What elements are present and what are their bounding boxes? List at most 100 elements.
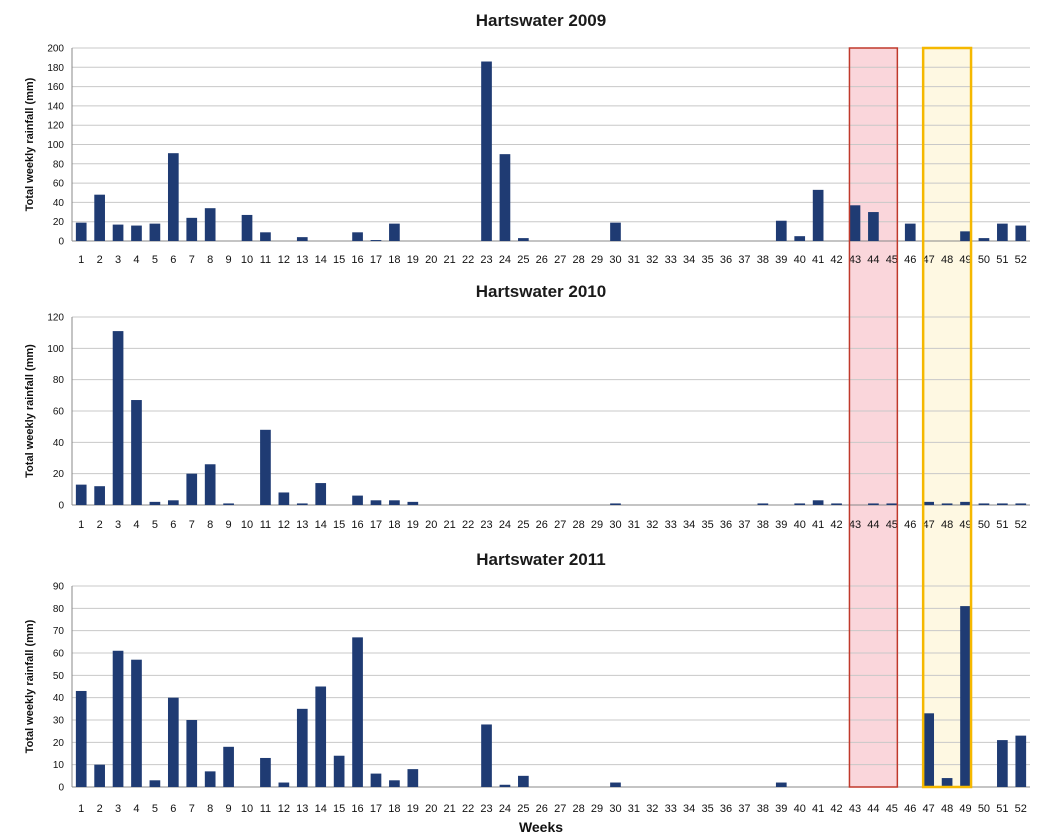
x-tick-label: 17 bbox=[370, 803, 382, 815]
x-tick-label: 27 bbox=[554, 803, 566, 815]
x-tick-label: 3 bbox=[115, 254, 121, 266]
bar-week-30 bbox=[610, 503, 621, 505]
bar-week-11 bbox=[260, 757, 271, 787]
chart-title: Hartswater 2010 bbox=[476, 282, 606, 301]
bar-week-24 bbox=[499, 154, 511, 241]
bar-week-8 bbox=[204, 208, 216, 241]
y-tick-label: 160 bbox=[47, 82, 64, 93]
y-axis-label: Total weekly rainfall (mm) bbox=[24, 619, 36, 753]
bar-week-8 bbox=[204, 464, 216, 505]
bar-week-43 bbox=[849, 205, 861, 241]
bar-week-1 bbox=[75, 222, 87, 241]
bar-week-5 bbox=[149, 501, 161, 505]
bar-week-2 bbox=[94, 486, 105, 505]
x-tick-label: 46 bbox=[904, 519, 916, 531]
bar-week-24 bbox=[499, 784, 511, 787]
bar-week-15 bbox=[333, 755, 345, 787]
x-tick-label: 52 bbox=[1015, 803, 1027, 815]
y-tick-label: 90 bbox=[53, 582, 65, 593]
x-tick-label: 25 bbox=[517, 803, 529, 815]
bar-week-18 bbox=[389, 780, 400, 787]
x-tick-label: 5 bbox=[152, 254, 158, 266]
x-tick-label: 8 bbox=[207, 519, 213, 531]
x-tick-label: 5 bbox=[152, 519, 158, 531]
x-tick-label: 36 bbox=[720, 803, 732, 815]
x-tick-label: 19 bbox=[407, 803, 419, 815]
x-tick-label: 41 bbox=[812, 254, 824, 266]
bar-week-52 bbox=[1015, 503, 1027, 505]
x-tick-label: 9 bbox=[226, 519, 232, 531]
y-tick-label: 140 bbox=[47, 101, 64, 112]
x-tick-label: 15 bbox=[333, 803, 345, 815]
bar-week-52 bbox=[1015, 225, 1027, 241]
bar-week-23 bbox=[481, 61, 492, 242]
x-tick-label: 29 bbox=[591, 254, 603, 266]
x-tick-label: 32 bbox=[646, 254, 658, 266]
chart-panel-3: Hartswater 2011 0 10 20 30 40 50 60 70 80 90 Total … bbox=[24, 550, 1030, 815]
x-tick-label: 43 bbox=[849, 519, 861, 531]
x-tick-label: 33 bbox=[665, 803, 677, 815]
bar-week-5 bbox=[149, 223, 161, 241]
x-tick-label: 13 bbox=[296, 519, 308, 531]
x-tick-label: 13 bbox=[296, 254, 308, 266]
x-tick-label: 6 bbox=[170, 519, 176, 531]
x-tick-label: 31 bbox=[628, 254, 640, 266]
x-tick-label: 31 bbox=[628, 519, 640, 531]
bar-week-30 bbox=[610, 222, 621, 241]
x-tick-label: 28 bbox=[573, 254, 585, 266]
x-tick-label: 22 bbox=[462, 254, 474, 266]
bar-week-10 bbox=[241, 214, 253, 241]
x-tick-label: 42 bbox=[830, 519, 842, 531]
bar-week-3 bbox=[112, 650, 124, 787]
y-tick-label: 60 bbox=[53, 649, 65, 660]
bar-week-40 bbox=[794, 503, 806, 505]
x-tick-label: 2 bbox=[97, 519, 103, 531]
x-tick-label: 20 bbox=[425, 519, 437, 531]
bar-week-1 bbox=[75, 690, 87, 787]
x-tick-label: 20 bbox=[425, 254, 437, 266]
bar-week-7 bbox=[186, 217, 198, 241]
x-tick-label: 7 bbox=[189, 254, 195, 266]
x-tick-label: 17 bbox=[370, 254, 382, 266]
x-tick-label: 23 bbox=[480, 803, 492, 815]
x-tick-label: 16 bbox=[351, 803, 363, 815]
x-tick-label: 50 bbox=[978, 803, 990, 815]
x-tick-label: 6 bbox=[170, 254, 176, 266]
bar-week-3 bbox=[112, 331, 124, 505]
x-tick-label: 19 bbox=[407, 254, 419, 266]
bar-week-16 bbox=[352, 637, 363, 787]
x-tick-label: 38 bbox=[757, 519, 769, 531]
x-tick-label: 16 bbox=[351, 254, 363, 266]
x-tick-label: 1 bbox=[78, 254, 84, 266]
y-tick-label: 200 bbox=[47, 44, 64, 55]
x-tick-label: 30 bbox=[609, 254, 621, 266]
y-tick-label: 40 bbox=[53, 693, 65, 704]
y-tick-label: 180 bbox=[47, 63, 64, 74]
bar-week-6 bbox=[167, 697, 179, 787]
x-tick-label: 31 bbox=[628, 803, 640, 815]
x-tick-label: 28 bbox=[573, 519, 585, 531]
bar-week-7 bbox=[186, 473, 198, 505]
x-tick-label: 28 bbox=[573, 803, 585, 815]
bar-week-12 bbox=[278, 782, 290, 787]
bar-week-41 bbox=[812, 500, 824, 505]
x-tick-label: 35 bbox=[701, 254, 713, 266]
x-tick-label: 26 bbox=[536, 803, 548, 815]
x-tick-label: 39 bbox=[775, 254, 787, 266]
bar-week-49 bbox=[960, 231, 971, 241]
bar-week-7 bbox=[186, 720, 198, 787]
x-tick-label: 32 bbox=[646, 803, 658, 815]
x-tick-label: 18 bbox=[388, 254, 400, 266]
x-tick-label: 27 bbox=[554, 519, 566, 531]
x-tick-label: 14 bbox=[315, 519, 327, 531]
x-tick-label: 8 bbox=[207, 803, 213, 815]
x-tick-label: 4 bbox=[133, 254, 139, 266]
bar-week-4 bbox=[131, 225, 142, 241]
bar-week-44 bbox=[868, 503, 879, 505]
bar-week-45 bbox=[886, 503, 898, 505]
x-tick-label: 13 bbox=[296, 803, 308, 815]
x-tick-label: 26 bbox=[536, 519, 548, 531]
bar-week-6 bbox=[167, 153, 179, 241]
x-tick-label: 9 bbox=[226, 254, 232, 266]
